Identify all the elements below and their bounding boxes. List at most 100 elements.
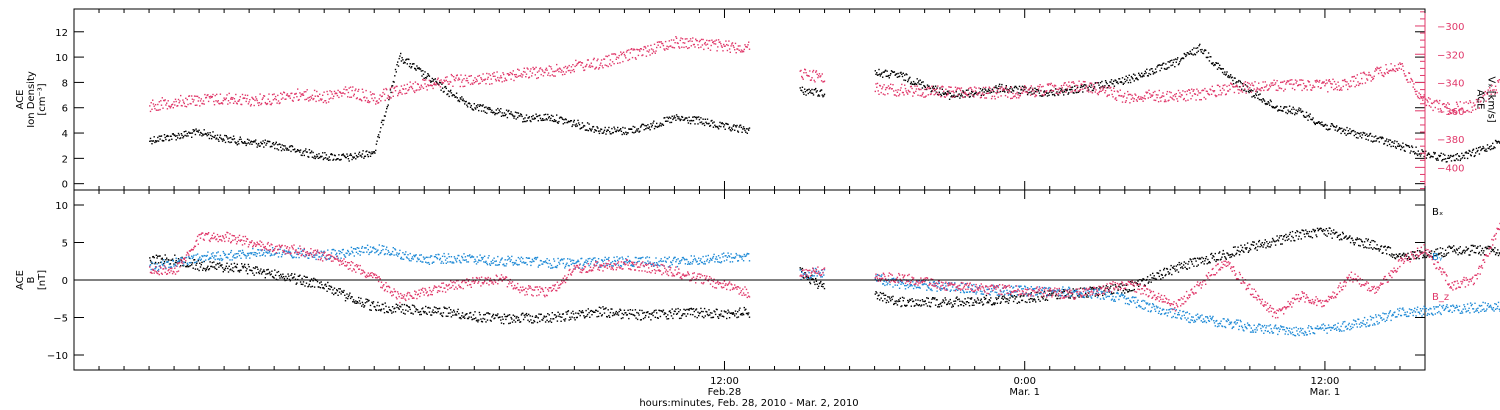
data-point xyxy=(233,262,236,265)
data-point xyxy=(1023,88,1025,90)
data-point xyxy=(1470,111,1472,113)
data-point xyxy=(1051,89,1053,92)
data-point xyxy=(709,124,712,127)
data-point xyxy=(475,105,478,107)
data-point xyxy=(313,155,316,157)
data-point xyxy=(1183,52,1185,55)
data-point xyxy=(685,46,687,48)
data-point xyxy=(246,138,249,140)
data-point xyxy=(1054,94,1056,97)
data-point xyxy=(1235,84,1238,86)
data-point xyxy=(1171,97,1173,99)
data-point xyxy=(649,129,651,131)
data-point xyxy=(525,120,527,123)
data-point xyxy=(1256,91,1258,93)
data-point xyxy=(505,109,508,111)
data-point xyxy=(1263,99,1265,101)
data-point xyxy=(656,126,659,128)
data-point xyxy=(1457,159,1459,161)
data-point xyxy=(1235,81,1238,83)
data-point xyxy=(1263,100,1266,102)
data-point xyxy=(563,119,565,121)
data-point xyxy=(1246,81,1249,84)
data-point xyxy=(625,131,627,133)
data-point xyxy=(532,66,534,69)
data-point xyxy=(1199,92,1202,94)
data-point xyxy=(1159,97,1161,99)
data-point xyxy=(1228,84,1230,87)
data-point xyxy=(1433,100,1436,102)
data-point xyxy=(617,62,619,64)
data-point xyxy=(959,88,961,90)
data-point xyxy=(1014,95,1016,97)
data-point xyxy=(1264,81,1266,83)
data-point xyxy=(531,116,533,118)
data-point xyxy=(742,50,744,52)
data-point xyxy=(1486,144,1489,146)
data-point xyxy=(542,75,545,77)
data-point xyxy=(1234,86,1236,88)
data-point xyxy=(215,264,217,266)
data-point xyxy=(210,265,213,268)
data-point xyxy=(239,136,241,138)
data-point xyxy=(599,64,601,66)
data-point xyxy=(636,130,639,132)
data-point xyxy=(957,94,960,96)
data-point xyxy=(191,132,194,134)
data-point xyxy=(368,151,370,153)
data-point xyxy=(565,71,567,73)
data-point xyxy=(306,89,308,91)
data-point xyxy=(895,95,898,97)
data-point xyxy=(997,96,999,98)
data-point xyxy=(1026,92,1029,94)
data-point xyxy=(1494,93,1496,95)
data-point xyxy=(613,63,615,65)
data-point xyxy=(331,154,333,156)
data-point xyxy=(293,96,295,99)
data-point xyxy=(258,142,260,145)
data-point xyxy=(494,78,497,81)
data-point xyxy=(480,104,482,107)
data-point xyxy=(1125,75,1127,77)
data-point xyxy=(284,98,286,100)
data-point xyxy=(1493,89,1495,91)
data-point xyxy=(804,88,806,90)
data-point xyxy=(529,70,531,72)
data-point xyxy=(1164,68,1166,70)
data-point xyxy=(1193,89,1195,91)
data-point xyxy=(1053,93,1055,96)
data-point xyxy=(1024,88,1026,91)
data-point xyxy=(734,42,737,45)
data-point xyxy=(166,257,168,259)
data-point xyxy=(296,150,298,152)
data-point xyxy=(745,131,747,133)
data-point xyxy=(598,67,601,69)
data-point xyxy=(595,130,598,132)
data-point xyxy=(154,261,157,264)
data-point xyxy=(1160,67,1163,69)
data-point xyxy=(1283,107,1285,109)
data-point xyxy=(1048,83,1050,85)
data-point xyxy=(199,134,201,136)
data-point xyxy=(1397,143,1400,145)
data-point xyxy=(207,100,210,103)
data-point xyxy=(995,92,997,94)
data-point xyxy=(378,136,380,139)
data-point xyxy=(422,87,425,89)
data-point xyxy=(509,113,511,115)
data-point xyxy=(202,134,205,136)
data-point xyxy=(377,136,379,138)
data-point xyxy=(883,71,885,73)
data-point xyxy=(1157,101,1160,103)
data-point xyxy=(689,40,691,42)
data-point xyxy=(358,151,361,153)
data-point xyxy=(287,95,289,97)
data-point xyxy=(214,267,216,270)
data-point xyxy=(1336,89,1339,91)
data-point xyxy=(614,130,617,133)
data-point xyxy=(571,69,573,72)
data-point xyxy=(154,104,157,106)
data-point xyxy=(203,103,205,105)
data-point xyxy=(1267,101,1269,103)
data-point xyxy=(1044,94,1046,96)
